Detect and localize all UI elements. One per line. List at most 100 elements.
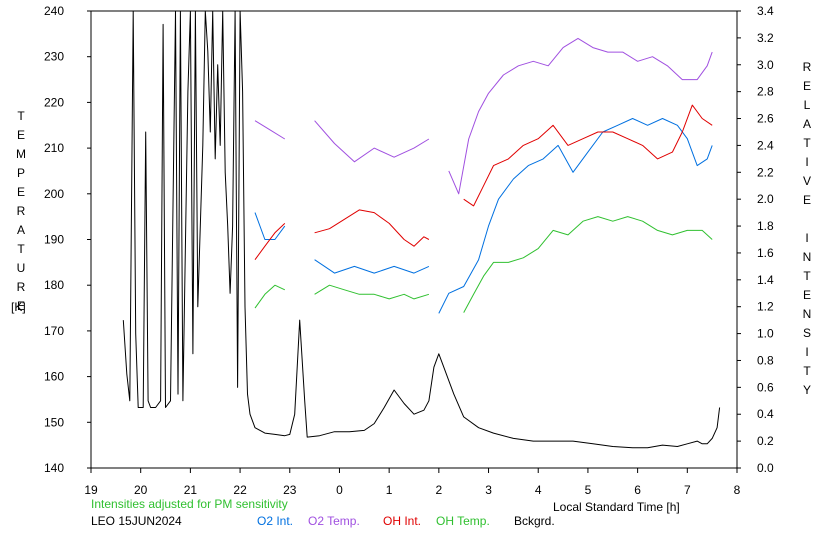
series-line-o2-int — [314, 259, 430, 274]
axis-title-letter: T — [17, 242, 25, 256]
x-axis-ticks: 19 20 21 22 23 0 1 2 3 4 5 6 7 8 — [84, 468, 741, 497]
axis-title-letter: E — [16, 299, 25, 313]
x-tick-label: 22 — [233, 483, 247, 497]
left-tick-label: 230 — [44, 50, 64, 64]
axis-title-letter: V — [802, 174, 811, 188]
axis-title-letter: A — [16, 223, 25, 237]
station-date-label: LEO 15JUN2024 — [91, 514, 182, 528]
axis-title-letter: E — [802, 79, 811, 93]
right-tick-label: 0.2 — [757, 434, 774, 448]
legend-bckgrd: Bckgrd. — [514, 514, 555, 528]
right-tick-label: 1.6 — [757, 246, 774, 260]
x-tick-label: 3 — [485, 483, 492, 497]
axis-title-letter: P — [16, 166, 25, 180]
series-line-oh-temp — [463, 216, 713, 313]
x-tick-label: 6 — [634, 483, 641, 497]
right-tick-label: 2.6 — [757, 112, 774, 126]
right-tick-label: 1.4 — [757, 273, 774, 287]
x-tick-label: 8 — [734, 483, 741, 497]
axis-title-letter: E — [16, 128, 25, 142]
x-tick-label: 19 — [84, 483, 98, 497]
right-tick-label: 0.4 — [757, 407, 774, 421]
axis-title-letter: E — [16, 185, 25, 199]
legend: O2 Int. O2 Temp. OH Int. OH Temp. Bckgrd… — [0, 514, 828, 530]
series-line-bckgrd — [122, 11, 721, 449]
axis-title-letter: T — [17, 109, 25, 123]
left-axis-ticks: 140 150 160 170 180 190 200 210 220 230 240 — [44, 4, 91, 475]
series-layer — [122, 11, 721, 449]
axis-title-letter: T — [803, 136, 811, 150]
left-tick-label: 190 — [44, 233, 64, 247]
series-bckgrd — [122, 11, 721, 449]
sensitivity-note: Intensities adjusted for PM sensitivity — [91, 497, 288, 511]
legend-o2-int: O2 Int. — [257, 514, 294, 528]
x-tick-label: 21 — [184, 483, 198, 497]
left-tick-label: 170 — [44, 324, 64, 338]
x-tick-label: 4 — [535, 483, 542, 497]
legend-oh-int: OH Int. — [383, 514, 422, 528]
right-tick-label: 0.6 — [757, 380, 774, 394]
series-line-oh-int — [314, 209, 430, 247]
series-o2-temp — [254, 37, 713, 195]
left-tick-label: 150 — [44, 415, 64, 429]
left-tick-label: 220 — [44, 95, 64, 109]
x-tick-label: 0 — [336, 483, 343, 497]
series-line-oh-temp — [314, 284, 430, 300]
axis-title-letter: I — [805, 231, 809, 245]
plot-area — [90, 10, 738, 469]
right-tick-label: 2.2 — [757, 165, 774, 179]
legend-oh-temp: OH Temp. — [436, 514, 490, 528]
x-tick-label: 5 — [585, 483, 592, 497]
left-axis-unit: [K] — [11, 300, 26, 314]
axis-title-letter — [800, 210, 814, 229]
right-tick-label: 1.0 — [757, 327, 774, 341]
axis-title-letter: Y — [802, 383, 811, 397]
right-tick-label: 3.0 — [757, 58, 774, 72]
left-tick-label: 140 — [44, 461, 64, 475]
axis-title-letter: T — [803, 269, 811, 283]
axis-title-letter: A — [802, 117, 811, 131]
x-tick-label: 23 — [283, 483, 297, 497]
series-oh-temp — [254, 216, 713, 313]
series-oh-int — [254, 104, 713, 260]
x-tick-label: 20 — [134, 483, 148, 497]
right-tick-label: 1.2 — [757, 300, 774, 314]
series-line-oh-temp — [254, 284, 286, 309]
x-tick-label: 7 — [684, 483, 691, 497]
right-tick-label: 2.8 — [757, 85, 774, 99]
series-line-oh-int — [254, 223, 286, 260]
axis-title-letter: T — [803, 364, 811, 378]
axis-title-letter: E — [802, 288, 811, 302]
axis-title-letter: M — [16, 147, 26, 161]
left-tick-label: 160 — [44, 370, 64, 384]
axis-title-letter: U — [16, 261, 26, 275]
right-tick-label: 0.0 — [757, 461, 774, 475]
right-tick-label: 1.8 — [757, 219, 774, 233]
axis-title-letter: S — [802, 326, 811, 340]
axis-title-letter: I — [805, 155, 809, 169]
right-tick-label: 3.2 — [757, 31, 774, 45]
axis-title-letter: R — [16, 280, 26, 294]
legend-o2-temp: O2 Temp. — [308, 514, 360, 528]
axis-title-letter: L — [803, 98, 811, 112]
series-line-oh-int — [463, 104, 713, 207]
axis-title-letter: E — [802, 193, 811, 207]
axis-title-letter: R — [16, 204, 26, 218]
series-line-o2-temp — [314, 120, 430, 163]
right-tick-label: 2.4 — [757, 138, 774, 152]
right-tick-label: 0.8 — [757, 353, 774, 367]
x-axis-label: Local Standard Time [h] — [553, 500, 680, 514]
right-tick-label: 2.0 — [757, 192, 774, 206]
axis-title-letter: I — [805, 345, 809, 359]
axis-title-letter: N — [802, 250, 812, 264]
left-tick-label: 200 — [44, 187, 64, 201]
series-line-o2-temp — [254, 120, 286, 140]
left-tick-label: 240 — [44, 4, 64, 18]
left-tick-label: 210 — [44, 141, 64, 155]
x-tick-label: 2 — [436, 483, 443, 497]
left-tick-label: 180 — [44, 278, 64, 292]
x-tick-label: 1 — [386, 483, 393, 497]
